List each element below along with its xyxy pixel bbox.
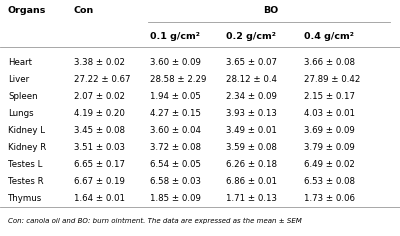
Text: 6.49 ± 0.02: 6.49 ± 0.02 [304,160,355,169]
Text: 2.15 ± 0.17: 2.15 ± 0.17 [304,92,355,101]
Text: 3.79 ± 0.09: 3.79 ± 0.09 [304,143,355,152]
Text: 2.34 ± 0.09: 2.34 ± 0.09 [226,92,277,101]
Text: 0.1 g/cm²: 0.1 g/cm² [150,32,200,41]
Text: 1.85 ± 0.09: 1.85 ± 0.09 [150,194,201,203]
Text: 3.69 ± 0.09: 3.69 ± 0.09 [304,126,355,135]
Text: Kidney R: Kidney R [8,143,46,152]
Text: Con: canola oil and BO: burn ointment. The data are expressed as the mean ± SEM: Con: canola oil and BO: burn ointment. T… [8,218,302,224]
Text: 1.73 ± 0.06: 1.73 ± 0.06 [304,194,355,203]
Text: 27.89 ± 0.42: 27.89 ± 0.42 [304,75,360,84]
Text: 6.26 ± 0.18: 6.26 ± 0.18 [226,160,277,169]
Text: 3.72 ± 0.08: 3.72 ± 0.08 [150,143,201,152]
Text: 3.60 ± 0.04: 3.60 ± 0.04 [150,126,201,135]
Text: 6.54 ± 0.05: 6.54 ± 0.05 [150,160,201,169]
Text: 4.19 ± 0.20: 4.19 ± 0.20 [74,109,125,118]
Text: Kidney L: Kidney L [8,126,45,135]
Text: BO: BO [263,6,279,15]
Text: 3.93 ± 0.13: 3.93 ± 0.13 [226,109,277,118]
Text: 3.59 ± 0.08: 3.59 ± 0.08 [226,143,277,152]
Text: Testes R: Testes R [8,177,44,186]
Text: Liver: Liver [8,75,29,84]
Text: Organs: Organs [8,6,46,15]
Text: 27.22 ± 0.67: 27.22 ± 0.67 [74,75,130,84]
Text: Con: Con [74,6,94,15]
Text: 3.51 ± 0.03: 3.51 ± 0.03 [74,143,125,152]
Text: 4.03 ± 0.01: 4.03 ± 0.01 [304,109,355,118]
Text: Lungs: Lungs [8,109,34,118]
Text: 28.12 ± 0.4: 28.12 ± 0.4 [226,75,277,84]
Text: 6.86 ± 0.01: 6.86 ± 0.01 [226,177,277,186]
Text: 3.45 ± 0.08: 3.45 ± 0.08 [74,126,125,135]
Text: 6.53 ± 0.08: 6.53 ± 0.08 [304,177,355,186]
Text: Spleen: Spleen [8,92,38,101]
Text: 3.60 ± 0.09: 3.60 ± 0.09 [150,58,201,67]
Text: 3.65 ± 0.07: 3.65 ± 0.07 [226,58,277,67]
Text: Testes L: Testes L [8,160,42,169]
Text: 6.58 ± 0.03: 6.58 ± 0.03 [150,177,201,186]
Text: 0.4 g/cm²: 0.4 g/cm² [304,32,354,41]
Text: 4.27 ± 0.15: 4.27 ± 0.15 [150,109,201,118]
Text: 1.71 ± 0.13: 1.71 ± 0.13 [226,194,277,203]
Text: 0.2 g/cm²: 0.2 g/cm² [226,32,276,41]
Text: 6.65 ± 0.17: 6.65 ± 0.17 [74,160,125,169]
Text: 3.49 ± 0.01: 3.49 ± 0.01 [226,126,277,135]
Text: 1.94 ± 0.05: 1.94 ± 0.05 [150,92,201,101]
Text: 1.64 ± 0.01: 1.64 ± 0.01 [74,194,125,203]
Text: 2.07 ± 0.02: 2.07 ± 0.02 [74,92,125,101]
Text: Heart: Heart [8,58,32,67]
Text: Thymus: Thymus [8,194,42,203]
Text: 3.66 ± 0.08: 3.66 ± 0.08 [304,58,355,67]
Text: 6.67 ± 0.19: 6.67 ± 0.19 [74,177,125,186]
Text: 28.58 ± 2.29: 28.58 ± 2.29 [150,75,206,84]
Text: 3.38 ± 0.02: 3.38 ± 0.02 [74,58,125,67]
